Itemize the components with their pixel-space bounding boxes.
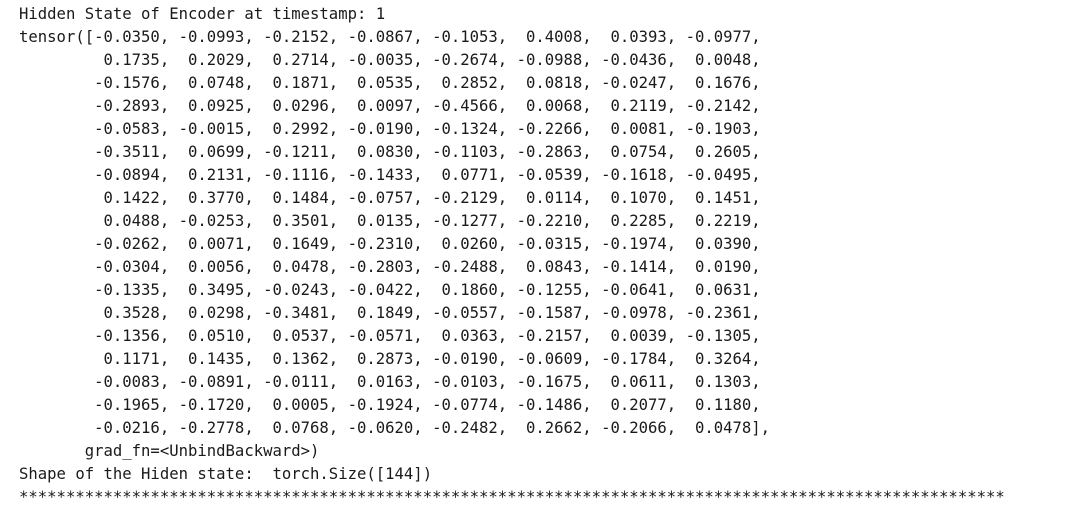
tensor-line: -0.0304, 0.0056, 0.0478, -0.2803, -0.248… xyxy=(19,258,761,276)
tensor-line: 0.1422, 0.3770, 0.1484, -0.0757, -0.2129… xyxy=(19,189,761,207)
tensor-line: 0.3528, 0.0298, -0.3481, 0.1849, -0.0557… xyxy=(19,304,761,322)
output-header: Hidden State of Encoder at timestamp: 1 xyxy=(19,5,386,23)
grad-fn-line: grad_fn=<UnbindBackward>) xyxy=(19,442,320,460)
tensor-line: -0.1576, 0.0748, 0.1871, 0.0535, 0.2852,… xyxy=(19,74,761,92)
tensor-line: 0.1735, 0.2029, 0.2714, -0.0035, -0.2674… xyxy=(19,51,761,69)
tensor-line: -0.0083, -0.0891, -0.0111, 0.0163, -0.01… xyxy=(19,373,761,391)
cell-output: Hidden State of Encoder at timestamp: 1 t… xyxy=(19,3,1005,509)
tensor-line: -0.0216, -0.2778, 0.0768, -0.0620, -0.24… xyxy=(19,419,771,437)
tensor-line: -0.1335, 0.3495, -0.0243, -0.0422, 0.186… xyxy=(19,281,761,299)
shape-line: Shape of the Hiden state: torch.Size([14… xyxy=(19,465,433,483)
tensor-line: -0.0894, 0.2131, -0.1116, -0.1433, 0.077… xyxy=(19,166,761,184)
separator-line: ****************************************… xyxy=(19,488,1005,506)
tensor-line: -0.1356, 0.0510, 0.0537, -0.0571, 0.0363… xyxy=(19,327,761,345)
tensor-line: 0.1171, 0.1435, 0.1362, 0.2873, -0.0190,… xyxy=(19,350,761,368)
tensor-line: -0.2893, 0.0925, 0.0296, 0.0097, -0.4566… xyxy=(19,97,761,115)
tensor-line: -0.3511, 0.0699, -0.1211, 0.0830, -0.110… xyxy=(19,143,761,161)
tensor-line: -0.1965, -0.1720, 0.0005, -0.1924, -0.07… xyxy=(19,396,761,414)
tensor-line: -0.0262, 0.0071, 0.1649, -0.2310, 0.0260… xyxy=(19,235,761,253)
tensor-line: tensor([-0.0350, -0.0993, -0.2152, -0.08… xyxy=(19,28,761,46)
tensor-line: 0.0488, -0.0253, 0.3501, 0.0135, -0.1277… xyxy=(19,212,761,230)
tensor-line: -0.0583, -0.0015, 0.2992, -0.0190, -0.13… xyxy=(19,120,761,138)
